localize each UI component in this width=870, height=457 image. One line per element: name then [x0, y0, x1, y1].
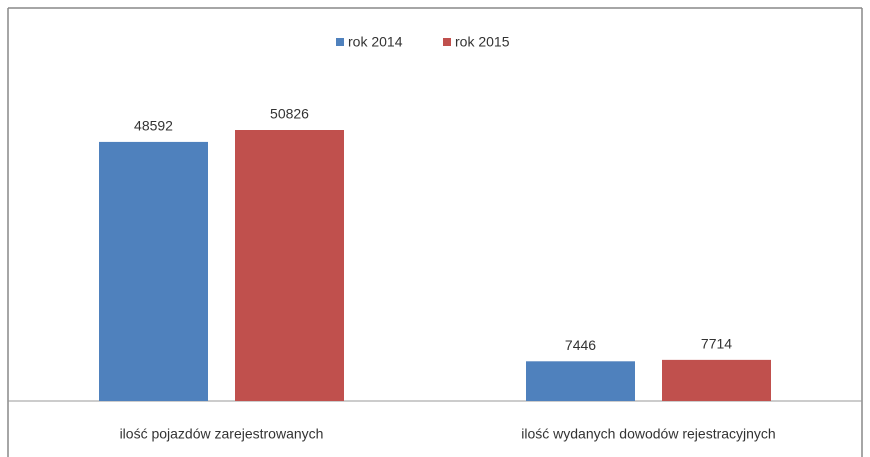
bar — [235, 130, 344, 401]
data-label: 48592 — [134, 118, 173, 134]
data-label: 7446 — [565, 337, 596, 353]
legend-swatch — [336, 38, 344, 46]
bar — [526, 361, 635, 401]
x-tick-label: ilość wydanych dowodów rejestracyjnych — [521, 426, 775, 442]
bar — [99, 141, 208, 401]
legend-label: rok 2014 — [348, 34, 403, 50]
x-tick-label: ilość pojazdów zarejestrowanych — [120, 426, 324, 442]
legend-label: rok 2015 — [455, 34, 510, 50]
data-label: 50826 — [270, 106, 309, 122]
legend-swatch — [443, 38, 451, 46]
bar — [662, 359, 771, 401]
data-label: 7714 — [701, 336, 732, 352]
